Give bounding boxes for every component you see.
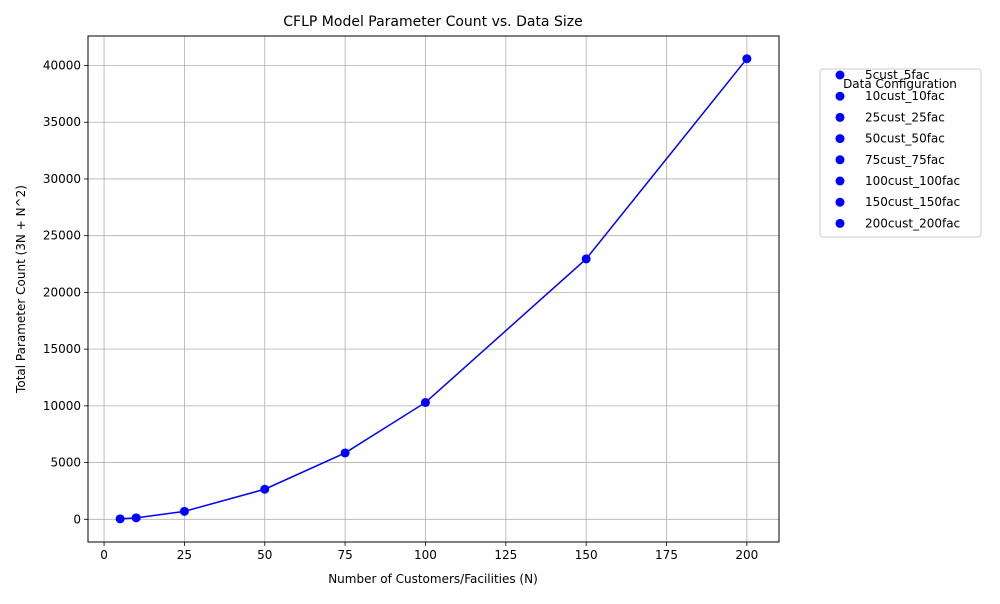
x-tick-label: 175 xyxy=(655,548,678,562)
y-tick-label: 20000 xyxy=(43,285,81,299)
legend-entry-label: 150cust_150fac xyxy=(865,195,960,209)
y-tick-label: 30000 xyxy=(43,172,81,186)
y-tick-label: 25000 xyxy=(43,229,81,243)
x-tick-label: 100 xyxy=(414,548,437,562)
data-point xyxy=(131,513,141,523)
axis-ticks: 0 25 50 75 100 125 150 175 200 0 5000 10000 15000 200… xyxy=(43,58,759,562)
grid-lines xyxy=(88,36,779,542)
data-point xyxy=(340,448,350,458)
x-tick-label: 200 xyxy=(735,548,758,562)
legend-marker xyxy=(835,91,845,101)
y-tick-label: 40000 xyxy=(43,58,81,72)
legend-title: Data Configuration xyxy=(843,77,957,91)
data-point xyxy=(420,397,430,407)
legend-marker xyxy=(835,176,845,186)
y-tick-label: 35000 xyxy=(43,115,81,129)
legend-marker xyxy=(835,218,845,228)
series-layer xyxy=(115,54,752,524)
x-tick-label: 50 xyxy=(257,548,272,562)
legend-marker xyxy=(835,112,845,122)
x-axis-label: Number of Customers/Facilities (N) xyxy=(328,572,538,586)
data-point xyxy=(179,506,189,516)
x-tick-label: 25 xyxy=(177,548,192,562)
legend-entries: 5cust_5fac 10cust_10fac 25cust_25fac 50cust… xyxy=(835,68,960,230)
x-tick-label: 0 xyxy=(100,548,108,562)
legend-frame xyxy=(819,68,982,238)
legend-entry-label: 100cust_100fac xyxy=(865,174,960,188)
legend-marker xyxy=(835,155,845,165)
series-line xyxy=(120,58,748,520)
data-point xyxy=(742,54,752,64)
data-point xyxy=(115,514,125,524)
y-tick-label: 5000 xyxy=(50,456,81,470)
legend-marker xyxy=(835,70,845,80)
y-tick-label: 10000 xyxy=(43,399,81,413)
data-point xyxy=(581,254,591,264)
x-tick-label: 125 xyxy=(494,548,517,562)
x-tick-label: 150 xyxy=(575,548,598,562)
plot-frame xyxy=(87,35,780,543)
legend-entry-label: 200cust_200fac xyxy=(865,216,960,230)
y-axis-label: Total Parameter Count (3N + N^2) xyxy=(14,185,28,394)
y-tick-label: 0 xyxy=(73,512,81,526)
legend-marker xyxy=(835,197,845,207)
legend-entry-label: 10cust_10fac xyxy=(865,89,945,103)
legend-entry-label: 50cust_50fac xyxy=(865,132,945,146)
x-tick-label: 75 xyxy=(337,548,352,562)
legend-entry-label: 5cust_5fac xyxy=(865,68,930,82)
data-point xyxy=(260,484,270,494)
legend-marker xyxy=(835,134,845,144)
legend: Data Configuration 5cust_5fac 10cust_10fa… xyxy=(819,68,982,238)
chart-title: CFLP Model Parameter Count vs. Data Size xyxy=(283,14,582,30)
y-tick-label: 15000 xyxy=(43,342,81,356)
legend-entry-label: 25cust_25fac xyxy=(865,110,945,124)
legend-entry-label: 75cust_75fac xyxy=(865,153,945,167)
